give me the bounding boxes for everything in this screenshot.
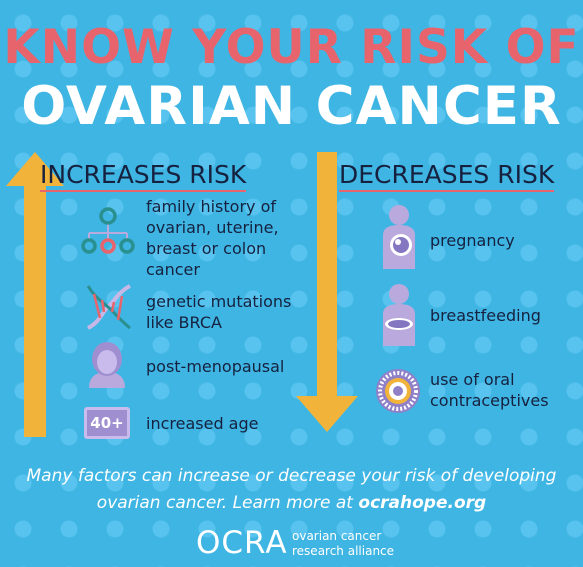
decreases-item-breastfeeding: breastfeeding: [430, 306, 541, 325]
footer-text: Many factors can increase or decrease yo…: [10, 463, 573, 517]
breastfeeding-icon: [383, 284, 415, 346]
logo-mark: OCRA: [196, 525, 288, 561]
footer-link[interactable]: ocrahope.org: [358, 493, 487, 513]
increases-risk-heading: INCREASES RISK: [40, 160, 247, 192]
increases-item-increased-age: increased age: [146, 414, 259, 433]
decreases-item-pregnancy: pregnancy: [430, 231, 515, 250]
title-line-2: OVARIAN CANCER: [21, 76, 562, 137]
logo-line-2: research alliance: [292, 544, 395, 558]
down-arrow-icon: [296, 152, 358, 432]
decreases-item-oral-contraceptives: use of oral contraceptives: [430, 370, 549, 410]
dna-icon: [86, 284, 131, 330]
increases-item-post-menopausal: post-menopausal: [146, 357, 285, 376]
pregnant-woman-icon: [383, 205, 415, 269]
increases-item-genetic-mutations: genetic mutations like BRCA: [146, 292, 292, 332]
family-tree-icon: [81, 207, 135, 254]
decreases-risk-heading: DECREASES RISK: [339, 160, 555, 192]
logo-line-1: ovarian cancer: [292, 529, 382, 543]
footer-message: Many factors can increase or decrease yo…: [26, 466, 557, 513]
age-badge-icon: 40+: [84, 407, 130, 439]
increases-item-family-history: family history of ovarian, uterine, brea…: [146, 197, 279, 279]
up-arrow-icon: [6, 152, 64, 437]
woman-icon: [89, 342, 125, 388]
title-line-1: KNOW YOUR RISK OF: [3, 20, 580, 75]
pill-pack-icon: [376, 369, 420, 413]
